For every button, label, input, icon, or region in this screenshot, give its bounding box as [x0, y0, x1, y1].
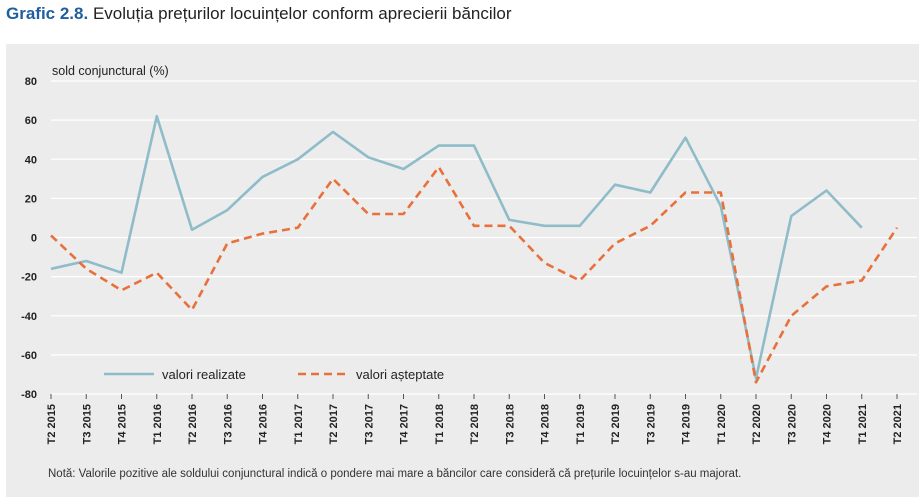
x-tick-label: T1 2020 [716, 404, 728, 444]
x-tick-label: T1 2018 [434, 404, 446, 444]
legend-expected-label: valori așteptate [356, 367, 444, 382]
series-realized-line [50, 114, 863, 380]
x-tick-label: T1 2019 [575, 404, 587, 444]
y-tick-label: 60 [25, 115, 37, 127]
axis-layer: 80 60 40 20 0 -20 -40 -60 -80 sold conjunctural (… [21, 64, 904, 444]
chart-number: Grafic 2.8. [6, 4, 89, 23]
x-tick-label: T4 2015 [117, 404, 129, 444]
x-tick-label: T3 2017 [363, 404, 375, 444]
x-tick-label: T3 2018 [504, 404, 516, 444]
x-tick-label: T2 2019 [610, 404, 622, 444]
x-tick-label: T2 2015 [46, 404, 58, 444]
y-axis-label: sold conjunctural (%) [52, 64, 169, 78]
x-tick-label: T1 2016 [152, 404, 164, 444]
x-tick-label: T2 2017 [328, 404, 340, 444]
chart-title: Evoluția prețurilor locuințelor conform … [92, 4, 512, 23]
y-tick-label: 40 [25, 154, 37, 166]
legend-realized-label: valori realizate [162, 367, 246, 382]
x-tick-label: T4 2020 [822, 404, 834, 444]
x-tick-label: T4 2016 [258, 404, 270, 444]
y-tick-label: 80 [25, 76, 37, 88]
x-tick-label: T4 2017 [399, 404, 411, 444]
x-tick-label: T3 2015 [81, 404, 93, 444]
y-tick-label: -60 [21, 350, 37, 362]
chart-header: Grafic 2.8. Evoluția prețurilor locuințe… [6, 4, 512, 24]
x-tick-label: T1 2017 [293, 404, 305, 444]
y-tick-label: 20 [25, 193, 37, 205]
y-tick-label: -40 [21, 311, 37, 323]
legend-layer: valori realizate valori așteptate [104, 367, 444, 382]
x-tick-label: T3 2019 [645, 404, 657, 444]
x-tick-label: T3 2016 [222, 404, 234, 444]
x-tick-label: T2 2016 [187, 404, 199, 444]
y-tick-label: 0 [31, 233, 37, 245]
grid-layer [51, 80, 917, 395]
x-tick-label: T4 2018 [540, 404, 552, 444]
x-tick-label: T2 2018 [469, 404, 481, 444]
x-tick-label: T2 2021 [892, 404, 904, 444]
y-tick-label: -80 [21, 389, 37, 401]
x-tick-label: T1 2021 [857, 404, 869, 444]
x-tick-label: T4 2019 [681, 404, 693, 444]
x-tick-label: T3 2020 [786, 404, 798, 444]
x-tick-label: T2 2020 [751, 404, 763, 444]
footnote: Notă: Valorile pozitive ale soldului con… [48, 468, 742, 480]
series-expected-line [50, 165, 899, 384]
series-layer [50, 114, 899, 384]
y-tick-label: -20 [21, 272, 37, 284]
